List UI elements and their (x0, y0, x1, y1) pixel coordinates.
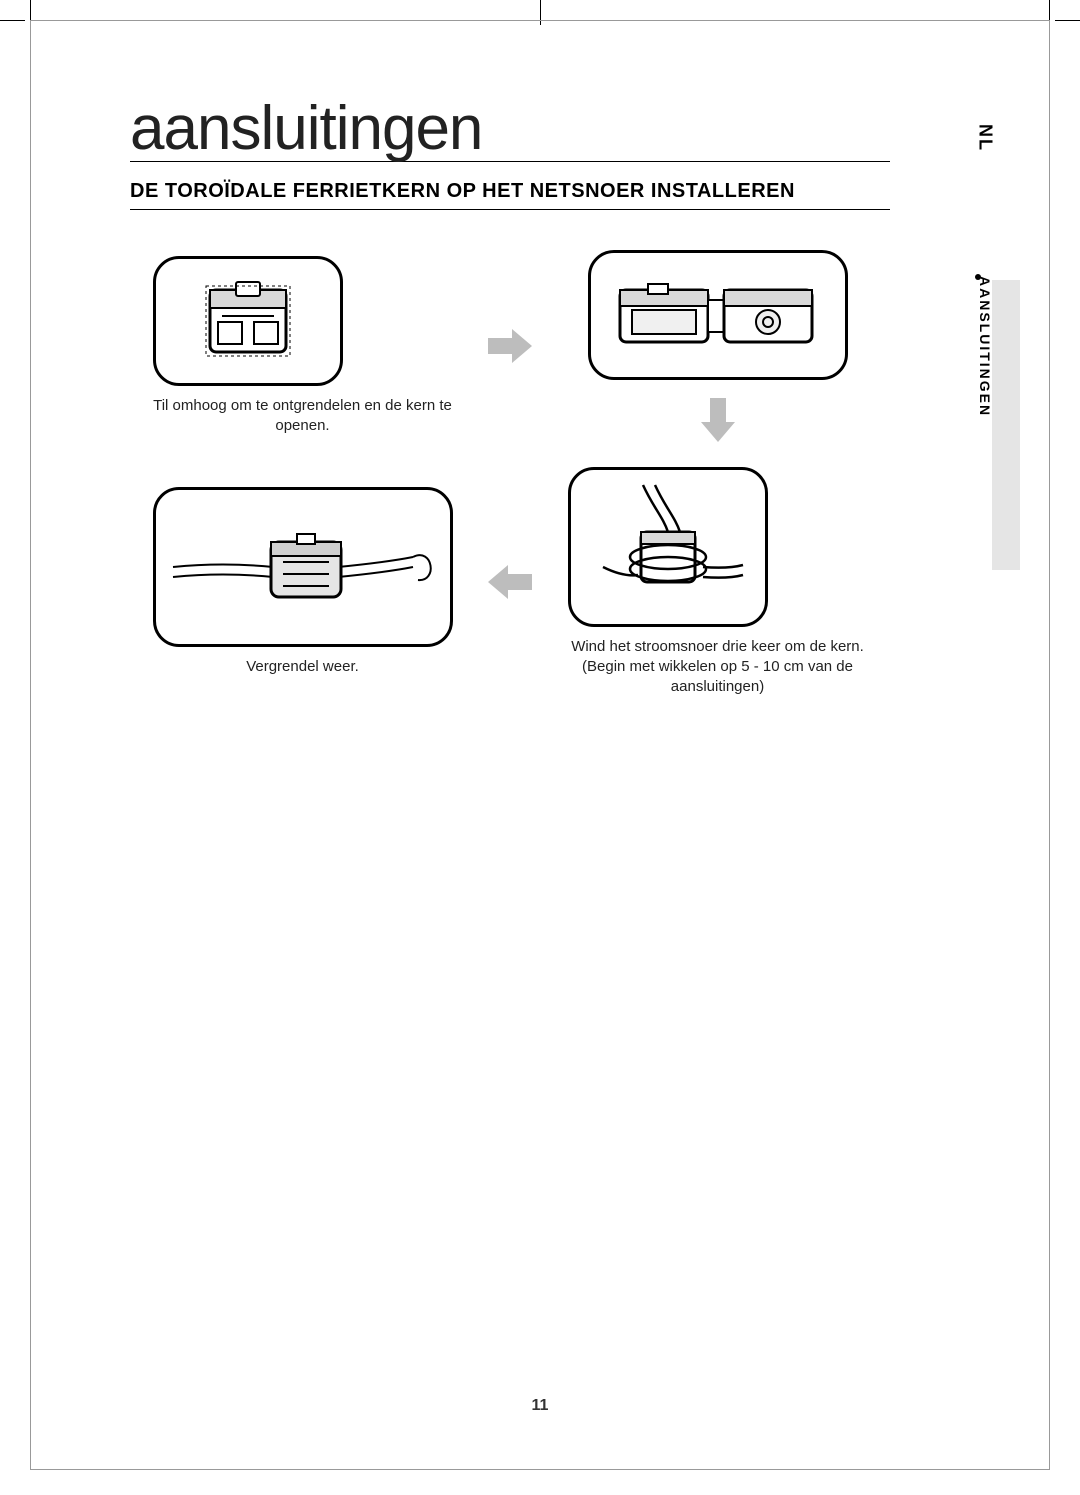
arrow-down-wrap (588, 398, 848, 442)
page-number: 11 (0, 1397, 1080, 1415)
arrow-down-icon (701, 398, 735, 442)
step2-cell (588, 250, 848, 442)
page-title: aansluitingen (130, 100, 482, 159)
ferrite-wind-icon (583, 477, 753, 617)
step1-panel (153, 256, 343, 386)
step4-cell: Vergrendel weer. (153, 487, 453, 677)
sidetab-lang: NL (973, 120, 998, 156)
content-area: aansluitingen DE TOROÏDALE FERRIETKERN O… (130, 100, 890, 698)
sidetab-section: AANSLUITINGEN (977, 276, 993, 417)
step2-panel (588, 250, 848, 380)
step4-caption: Vergrendel weer. (153, 657, 453, 677)
steps-grid: Til omhoog om te ontgrendelen en de kern… (130, 250, 890, 698)
step1-caption: Til omhoog om te ontgrendelen en de kern… (153, 396, 453, 437)
step3-caption: Wind het stroomsnoer drie keer om de ker… (568, 637, 868, 698)
step4-panel (153, 487, 453, 647)
ferrite-locked-icon (163, 502, 443, 632)
step1-cell: Til omhoog om te ontgrendelen en de kern… (153, 256, 453, 437)
step3-panel (568, 467, 768, 627)
ferrite-closed-icon (188, 276, 308, 366)
arrow-right-icon (488, 329, 532, 363)
page-subtitle: DE TOROÏDALE FERRIETKERN OP HET NETSNOER… (130, 180, 890, 203)
ferrite-open-icon (608, 270, 828, 360)
arrow-left-1 (488, 565, 532, 599)
bullet-icon (975, 274, 981, 280)
page-sheet: NL AANSLUITINGEN aansluitingen DE TOROÏD… (0, 0, 1080, 1495)
title-row: aansluitingen (130, 100, 890, 162)
step3-cell: Wind het stroomsnoer drie keer om de ker… (568, 467, 868, 698)
subtitle-row: DE TOROÏDALE FERRIETKERN OP HET NETSNOER… (130, 180, 890, 210)
arrow-left-icon (488, 565, 532, 599)
sidetab: NL AANSLUITINGEN (960, 120, 1010, 417)
arrow-right-1 (488, 329, 532, 363)
